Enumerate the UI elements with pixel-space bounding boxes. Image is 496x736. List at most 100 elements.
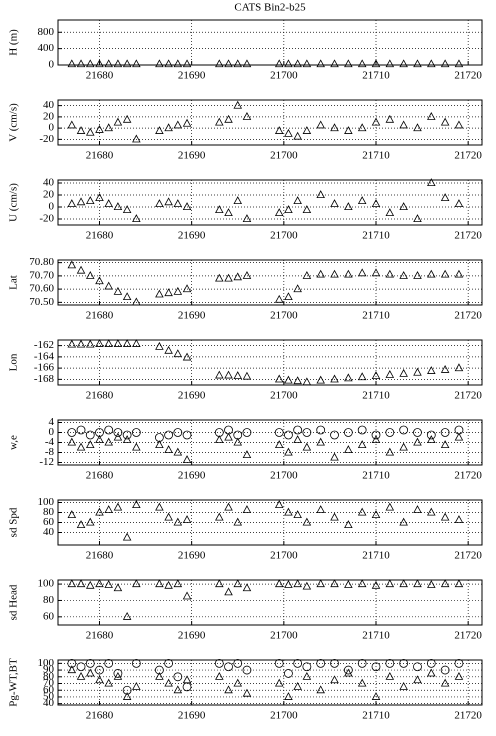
data-point (122, 611, 132, 620)
data-point (85, 196, 95, 205)
plot-frame (57, 659, 483, 706)
data-point (76, 126, 86, 134)
y-tick-label: -20 (39, 213, 54, 225)
data-point (330, 579, 339, 588)
data-point (344, 59, 353, 68)
data-point (357, 59, 367, 68)
data-point (440, 269, 450, 278)
data-point (164, 197, 173, 206)
data-point (224, 273, 233, 282)
plot-frame (57, 179, 483, 226)
plot-frame (57, 259, 483, 306)
data-point (113, 671, 123, 680)
y-tick-label: -20 (39, 133, 54, 145)
data-point (413, 59, 422, 68)
data-point (122, 339, 132, 347)
data-point (284, 292, 293, 301)
data-point (113, 286, 123, 295)
y-tick-label: 70.50 (29, 296, 54, 308)
x-tick-label: 21680 (86, 550, 114, 562)
data-point (440, 665, 450, 675)
data-point (104, 658, 114, 668)
data-point (122, 205, 132, 214)
data-point (242, 371, 252, 380)
data-point (413, 123, 422, 132)
plot-frame (57, 19, 483, 66)
data-point (155, 502, 164, 511)
data-point (371, 692, 381, 700)
data-point (426, 658, 436, 668)
data-point (132, 442, 141, 451)
data-point (316, 437, 325, 446)
data-point (76, 59, 86, 68)
x-tick-label: 21690 (178, 550, 206, 562)
data-point (357, 425, 367, 435)
data-point (399, 202, 408, 211)
data-point (164, 59, 173, 68)
data-point (67, 59, 77, 68)
data-point (76, 520, 86, 528)
x-tick-label: 21720 (454, 470, 482, 482)
x-tick-label: 21700 (270, 630, 298, 642)
data-point (155, 671, 164, 680)
data-point (440, 428, 450, 437)
data-point (357, 579, 367, 588)
data-point (173, 579, 183, 588)
data-point (164, 678, 173, 687)
data-point (357, 658, 367, 668)
data-point (302, 59, 312, 68)
data-point (293, 510, 302, 518)
data-point (182, 59, 192, 68)
data-point (85, 339, 95, 348)
data-point (413, 428, 422, 437)
data-point (215, 117, 224, 126)
data-point (233, 100, 243, 109)
data-point (302, 271, 312, 279)
data-point (85, 668, 95, 677)
data-point (454, 59, 464, 68)
x-tick-label: 21710 (362, 310, 390, 322)
data-point (224, 114, 233, 123)
data-point (182, 515, 192, 523)
data-point (76, 425, 86, 435)
x-tick-label: 21680 (86, 150, 114, 162)
data-point (242, 428, 252, 437)
data-point (215, 435, 224, 444)
data-point (413, 675, 422, 684)
data-point (164, 658, 174, 668)
data-point (274, 126, 284, 134)
y-axis-label: Lon (8, 353, 20, 371)
data-point (316, 658, 326, 668)
x-tick-label: 21720 (454, 390, 482, 402)
data-point (164, 430, 174, 440)
y-axis-label: w,e (8, 435, 20, 450)
data-point (76, 339, 86, 348)
data-point (85, 580, 95, 589)
y-tick-label: 0 (49, 122, 55, 134)
data-point (173, 286, 183, 295)
data-point (95, 507, 104, 516)
data-point (274, 500, 284, 509)
x-tick-label: 21710 (362, 630, 390, 642)
data-point (173, 428, 183, 437)
data-point (155, 126, 164, 134)
x-tick-label: 21710 (362, 230, 390, 242)
data-point (215, 512, 224, 521)
y-tick-label: 70.70 (29, 269, 54, 281)
data-point (104, 123, 113, 132)
data-point (440, 364, 450, 373)
data-point (385, 208, 395, 217)
data-point (330, 658, 339, 668)
data-point (233, 437, 243, 446)
data-point (67, 437, 77, 446)
y-tick-label: 100 (38, 496, 55, 508)
y-tick-label: 80 (43, 670, 55, 682)
data-point (95, 675, 104, 684)
data-point (302, 581, 312, 590)
data-point (427, 178, 436, 187)
data-point (357, 440, 367, 449)
data-point (371, 117, 381, 126)
data-point (343, 428, 353, 437)
y-tick-label: 70.80 (29, 256, 54, 268)
